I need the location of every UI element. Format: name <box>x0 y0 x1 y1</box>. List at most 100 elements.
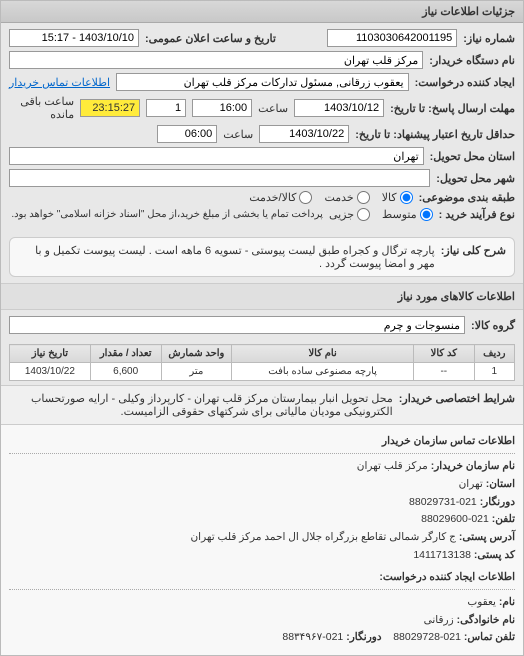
radio-medium-label: متوسط <box>382 208 417 221</box>
lastname-label: نام خانوادگی: <box>457 614 515 626</box>
time-label-1: ساعت <box>258 102 288 115</box>
announce-input[interactable] <box>9 29 139 47</box>
contact-name-line: نام: یعقوب <box>9 594 515 612</box>
radio-goods-label: کالا <box>382 191 397 204</box>
phone-label: تلفن: <box>492 513 515 525</box>
postal-value: 1411713138 <box>413 549 471 561</box>
send-count-input[interactable] <box>146 99 186 117</box>
row-process: نوع فرآیند خرید : متوسط جزیی پرداخت تمام… <box>9 208 515 221</box>
contact-section-title: اطلاعات تماس سازمان خریدار <box>9 433 515 454</box>
buyer-device-input[interactable] <box>9 51 423 69</box>
process-label: نوع فرآیند خرید : <box>439 208 515 221</box>
contact-lastname-line: نام خانوادگی: زرقانی <box>9 612 515 630</box>
row-request-no: شماره نیاز: تاریخ و ساعت اعلان عمومی: <box>9 29 515 47</box>
goods-table: ردیفکد کالانام کالاواحد شمارشتعداد / مقد… <box>9 344 515 381</box>
table-header-cell: تعداد / مقدار <box>90 345 161 363</box>
table-body: 1--پارچه مصنوعی ساده بافتمتر6,6001403/10… <box>10 363 515 381</box>
radio-service-input[interactable] <box>357 191 370 204</box>
address-value: ج کارگر شمالی تقاطع بزرگراه جلال ال احمد… <box>190 531 456 543</box>
buyer-terms-text: محل تحویل انبار بیمارستان مرکز قلب تهران… <box>9 392 393 418</box>
buyer-terms-box: شرایط اختصاصی خریدار: محل تحویل انبار بی… <box>1 385 523 424</box>
request-no-input[interactable] <box>327 29 457 47</box>
description-text: پارچه ترگال و کجراه طبق لیست پیوستی - تس… <box>18 244 435 270</box>
process-radio-group: متوسط جزیی <box>329 208 433 221</box>
details-panel: جزئیات اطلاعات نیاز شماره نیاز: تاریخ و … <box>0 0 524 656</box>
goods-group-input[interactable] <box>9 316 465 334</box>
validity-time-input[interactable] <box>157 125 217 143</box>
province-value: تهران <box>459 478 483 490</box>
request-no-label: شماره نیاز: <box>463 32 515 45</box>
fax2-value: 021-88۳۴۹۶۷ <box>282 631 343 643</box>
goods-section-title: اطلاعات کالاهای مورد نیاز <box>1 283 523 310</box>
table-row[interactable]: 1--پارچه مصنوعی ساده بافتمتر6,6001403/10… <box>10 363 515 381</box>
table-cell: -- <box>414 363 475 381</box>
creator-label: ایجاد کننده درخواست: <box>415 76 515 89</box>
org-name-label: نام سازمان خریدار: <box>431 460 515 472</box>
radio-service[interactable]: خدمت <box>324 191 369 204</box>
buyer-contact-link[interactable]: اطلاعات تماس خریدار <box>9 76 110 89</box>
send-deadline-label: مهلت ارسال پاسخ: تا تاریخ: <box>390 102 515 115</box>
panel-title: جزئیات اطلاعات نیاز <box>1 1 523 23</box>
table-cell: 1 <box>474 363 514 381</box>
contact-org-line: نام سازمان خریدار: مرکز قلب تهران <box>9 458 515 476</box>
delivery-province-input[interactable] <box>9 147 424 165</box>
row-creator: ایجاد کننده درخواست: اطلاعات تماس خریدار <box>9 73 515 91</box>
description-label: شرح کلی نیاز: <box>441 244 506 270</box>
postal-label: کد پستی: <box>474 549 515 561</box>
name-label: نام: <box>499 596 515 608</box>
radio-goods-input[interactable] <box>400 191 413 204</box>
radio-small-label: جزیی <box>329 208 354 221</box>
table-header-cell: نام کالا <box>232 345 414 363</box>
radio-both-input[interactable] <box>299 191 312 204</box>
creator-input[interactable] <box>116 73 409 91</box>
contact-fax-line: دورنگار: 021-88029731 <box>9 494 515 512</box>
table-header-row: ردیفکد کالانام کالاواحد شمارشتعداد / مقد… <box>10 345 515 363</box>
row-delivery-province: استان محل تحویل: <box>9 147 515 165</box>
table-header-cell: تاریخ نیاز <box>10 345 91 363</box>
radio-small[interactable]: جزیی <box>329 208 370 221</box>
contact-phone-line: تلفن: 021-88029600 <box>9 511 515 529</box>
table-cell: پارچه مصنوعی ساده بافت <box>232 363 414 381</box>
radio-small-input[interactable] <box>357 208 370 221</box>
delivery-province-label: استان محل تحویل: <box>430 150 515 163</box>
contact-postal-line: کد پستی: 1411713138 <box>9 547 515 565</box>
lastname-value: زرقانی <box>424 614 454 626</box>
row-delivery-city: شهر محل تحویل: <box>9 169 515 187</box>
table-header-cell: واحد شمارش <box>161 345 232 363</box>
name-value: یعقوب <box>467 596 496 608</box>
radio-medium-input[interactable] <box>420 208 433 221</box>
classification-label: طبقه بندی موضوعی: <box>419 191 515 204</box>
row-classification: طبقه بندی موضوعی: کالا خدمت کالا/خدمت <box>9 191 515 204</box>
table-cell: 1403/10/22 <box>10 363 91 381</box>
send-date-input[interactable] <box>294 99 384 117</box>
form-area: شماره نیاز: تاریخ و ساعت اعلان عمومی: نا… <box>1 23 523 231</box>
contact-phone-label: تلفن تماس: <box>464 631 515 643</box>
radio-medium[interactable]: متوسط <box>382 208 433 221</box>
buyer-terms-label: شرایط اختصاصی خریدار: <box>399 392 515 418</box>
creator-section-title: اطلاعات ایجاد کننده درخواست: <box>9 569 515 590</box>
radio-goods[interactable]: کالا <box>382 191 413 204</box>
time-label-2: ساعت <box>223 128 253 141</box>
goods-group-row: گروه کالا: <box>1 310 523 340</box>
row-validity: حداقل تاریخ اعتبار پیشنهاد: تا تاریخ: سا… <box>9 125 515 143</box>
validity-date-input[interactable] <box>259 125 349 143</box>
radio-both[interactable]: کالا/خدمت <box>249 191 312 204</box>
table-cell: 6,600 <box>90 363 161 381</box>
delivery-city-input[interactable] <box>9 169 430 187</box>
table-header-cell: ردیف <box>474 345 514 363</box>
contact-phone-value: 021-88029728 <box>393 631 461 643</box>
phone-value: 021-88029600 <box>421 513 489 525</box>
classification-radio-group: کالا خدمت کالا/خدمت <box>249 191 412 204</box>
province-label: استان: <box>486 478 515 490</box>
table-cell: متر <box>161 363 232 381</box>
radio-service-label: خدمت <box>324 191 353 204</box>
contact-section: اطلاعات تماس سازمان خریدار نام سازمان خر… <box>1 424 523 655</box>
goods-group-label: گروه کالا: <box>471 319 515 332</box>
contact-address-line: آدرس پستی: ج کارگر شمالی تقاطع بزرگراه ج… <box>9 529 515 547</box>
radio-both-label: کالا/خدمت <box>249 191 296 204</box>
send-time-input[interactable] <box>192 99 252 117</box>
org-name: مرکز قلب تهران <box>357 460 428 472</box>
validity-label: حداقل تاریخ اعتبار پیشنهاد: تا تاریخ: <box>355 128 515 141</box>
remaining-time-input <box>80 99 140 117</box>
row-send-deadline: مهلت ارسال پاسخ: تا تاریخ: ساعت ساعت باق… <box>9 95 515 121</box>
